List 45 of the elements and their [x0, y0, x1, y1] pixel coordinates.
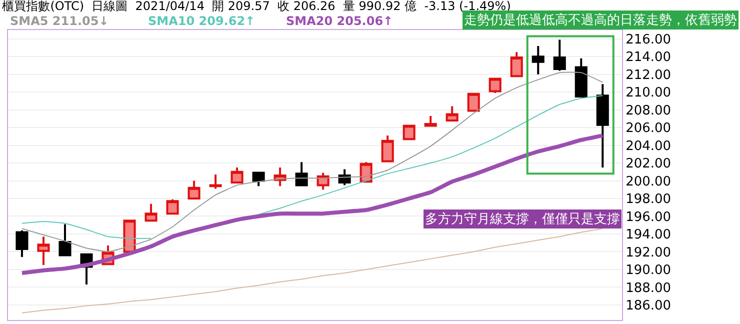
y-tick-label: 196.00: [626, 210, 672, 225]
candlestick: [532, 44, 544, 76]
y-tick-label: 214.00: [626, 50, 672, 66]
text: SMA5 211.05↓: [10, 14, 109, 28]
y-tick-label: 192.00: [626, 245, 672, 260]
y-tick-label: 206.00: [626, 121, 672, 136]
text: SMA20 205.06↑: [286, 14, 394, 28]
y-tick-label: 216.00: [626, 32, 672, 48]
y-tick-label: 208.00: [626, 103, 672, 118]
line-series: [21, 228, 604, 314]
y-tick-label: 200.00: [626, 174, 672, 190]
text: SMA10 209.62↑: [148, 14, 256, 28]
candlestick: [402, 124, 416, 140]
candlestick: [381, 134, 394, 162]
candlestick: [58, 223, 72, 256]
candlestick: [488, 78, 502, 94]
annotation: 多方力守月線支撐，僅僅只是支撐: [425, 211, 620, 227]
candlestick: [467, 92, 480, 112]
candlestick: [446, 105, 458, 122]
y-tick-label: 186.00: [626, 298, 672, 314]
candlestick: [188, 180, 200, 200]
y-tick-label: 188.00: [626, 280, 672, 296]
y-tick-label: 204.00: [626, 138, 672, 154]
candlestick: [574, 57, 588, 98]
candlestick: [553, 38, 566, 72]
candlestick: [144, 202, 158, 222]
y-tick-label: 212.00: [626, 68, 672, 83]
candlestick: [209, 174, 222, 190]
y-tick-label: 194.00: [626, 228, 672, 243]
candlestick: [166, 198, 179, 215]
y-tick-label: 198.00: [626, 192, 672, 208]
y-tick-label: 202.00: [626, 156, 672, 172]
candlestick: [510, 51, 523, 78]
candlestick: [230, 166, 244, 184]
candlestick: [295, 161, 308, 188]
candlestick: [123, 218, 136, 253]
text: 走勢仍是低過低高不過高的日落走勢，依舊弱勢: [464, 12, 737, 28]
chart-title: 櫃買指數(OTC) 日線圖 2021/04/14 開 209.57 收 206.26 量 990.92 億 -3.13 (-1.49%): [2, 0, 511, 14]
candlestick: [252, 172, 265, 188]
candlestick: [37, 236, 50, 266]
candlestick: [424, 115, 437, 128]
y-tick-label: 210.00: [626, 86, 672, 101]
candlestick: [596, 83, 609, 168]
candlestick: [16, 229, 28, 258]
y-tick-label: 190.00: [626, 263, 672, 278]
